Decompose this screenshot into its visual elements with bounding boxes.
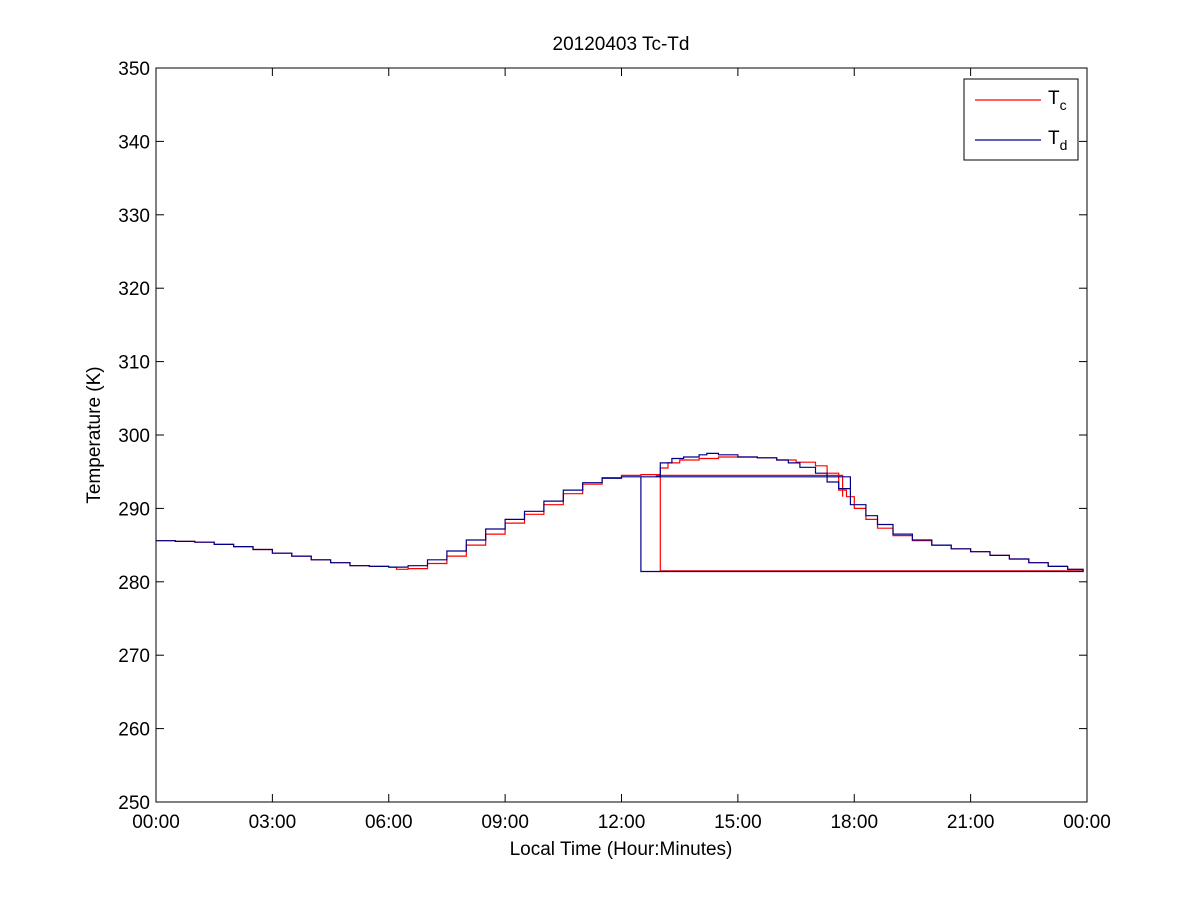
x-axis-label: Local Time (Hour:Minutes) bbox=[510, 839, 733, 860]
x-tick-label-2: 06:00 bbox=[365, 812, 413, 833]
series-layer bbox=[156, 452, 1084, 573]
y-tick-label-6: 310 bbox=[118, 353, 150, 374]
plot-area bbox=[156, 68, 1087, 802]
legend-label-td: Td bbox=[1048, 128, 1067, 153]
x-tick-label-4: 12:00 bbox=[598, 812, 646, 833]
x-tick-label-3: 09:00 bbox=[481, 812, 529, 833]
x-tick-label-1: 03:00 bbox=[249, 812, 297, 833]
x-tick-label-6: 18:00 bbox=[830, 812, 878, 833]
legend-label-tc-base: T bbox=[1048, 88, 1060, 109]
legend-label-td-base: T bbox=[1048, 128, 1060, 149]
y-tick-label-1: 260 bbox=[118, 720, 150, 741]
legend-label-td-sub: d bbox=[1060, 137, 1068, 153]
legend-label-tc-sub: c bbox=[1060, 97, 1067, 113]
y-tick-label-3: 280 bbox=[118, 573, 150, 594]
plot-frame bbox=[155, 67, 1088, 803]
x-tick-label-8: 00:00 bbox=[1063, 812, 1111, 833]
y-tick-label-2: 270 bbox=[118, 646, 150, 667]
legend-box bbox=[963, 78, 1079, 161]
tick-layer: 00:00 03:00 06:00 09:00 12:00 15:00 18:00 21:00… bbox=[118, 59, 1110, 833]
x-tick-label-7: 21:00 bbox=[947, 812, 995, 833]
series-line-1 bbox=[156, 452, 1084, 573]
y-tick-label-7: 320 bbox=[118, 279, 150, 300]
legend-label-tc: Tc bbox=[1048, 88, 1067, 113]
y-tick-label-8: 330 bbox=[118, 206, 150, 227]
y-tick-label-0: 250 bbox=[118, 793, 150, 814]
x-tick-label-5: 15:00 bbox=[714, 812, 762, 833]
y-tick-label-9: 340 bbox=[118, 132, 150, 153]
x-tick-label-0: 00:00 bbox=[132, 812, 180, 833]
y-tick-label-10: 350 bbox=[118, 59, 150, 80]
y-tick-label-4: 290 bbox=[118, 499, 150, 520]
legend: Tc Td bbox=[963, 78, 1079, 161]
y-tick-label-5: 300 bbox=[118, 426, 150, 447]
chart-title: 20120403 Tc-Td bbox=[553, 34, 690, 55]
y-axis-label: Temperature (K) bbox=[84, 366, 105, 503]
